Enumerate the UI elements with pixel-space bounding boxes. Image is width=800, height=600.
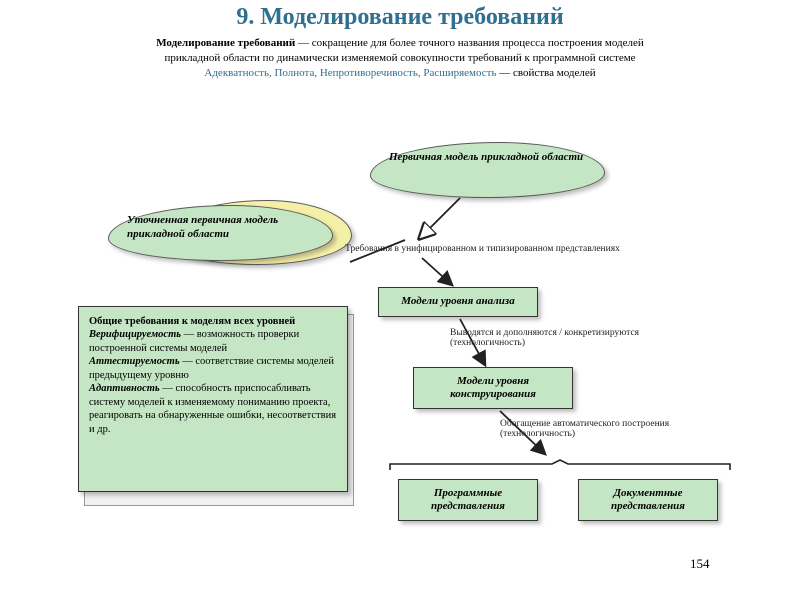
page-number: 154 (690, 556, 710, 572)
box-document-repr: Документные представления (578, 479, 718, 521)
box-program-repr: Программные представления (398, 479, 538, 521)
blob-primary-label: Первичная модель прикладной области (371, 143, 604, 165)
blob-refined-label: Уточненная первичная модель прикладной о… (109, 206, 332, 242)
box-analysis-models: Модели уровня анализа (378, 287, 538, 317)
req-term: Верифицируемость (89, 329, 181, 340)
note-unified: Требования в унифицированном и типизиров… (345, 244, 620, 254)
note2-l2: (технологичность) (450, 338, 525, 348)
req-term: Адаптивность (89, 383, 160, 394)
intro-l3-blue: Адекватность, Полнота, Непротиворечивост… (204, 67, 496, 79)
intro-l1: — сокращение для более точного названия … (295, 37, 644, 49)
intro-l2: прикладной области по динамически изменя… (164, 52, 635, 64)
note2-l1: Выводятся и дополняются / конкретизируют… (450, 328, 639, 338)
note3-l2: (технологичность) (500, 429, 575, 439)
req-item: Аттестируемость — соответствие системы м… (89, 355, 337, 382)
note-enrichment: Обогащение автоматического построения (т… (500, 419, 669, 439)
req-item: Верифицируемость — возможность проверки … (89, 328, 337, 355)
requirements-box: Общие требования к моделям всех уровней … (78, 306, 348, 492)
box-prog-label: Программные представления (407, 487, 529, 513)
intro-l3-rest: — свойства моделей (496, 67, 595, 79)
note-derived: Выводятся и дополняются / конкретизируют… (450, 328, 639, 348)
page-title: 9. Моделирование требований (0, 4, 800, 31)
req-term: Аттестируемость (89, 356, 180, 367)
note3-l1: Обогащение автоматического построения (500, 419, 669, 429)
box-construct-label: Модели уровня конструирования (422, 375, 564, 401)
box-construction-models: Модели уровня конструирования (413, 367, 573, 409)
requirements-header: Общие требования к моделям всех уровней (89, 315, 337, 328)
blob-primary-model: Первичная модель прикладной области (370, 142, 605, 198)
box-analysis-label: Модели уровня анализа (401, 295, 514, 308)
blob-refined-model: Уточненная первичная модель прикладной о… (108, 205, 333, 261)
intro-bold: Моделирование требований (156, 37, 295, 49)
box-doc-label: Документные представления (587, 487, 709, 513)
intro-text: Моделирование требований — сокращение дл… (20, 36, 780, 81)
req-item: Адаптивность — способность приспосаблива… (89, 382, 337, 436)
